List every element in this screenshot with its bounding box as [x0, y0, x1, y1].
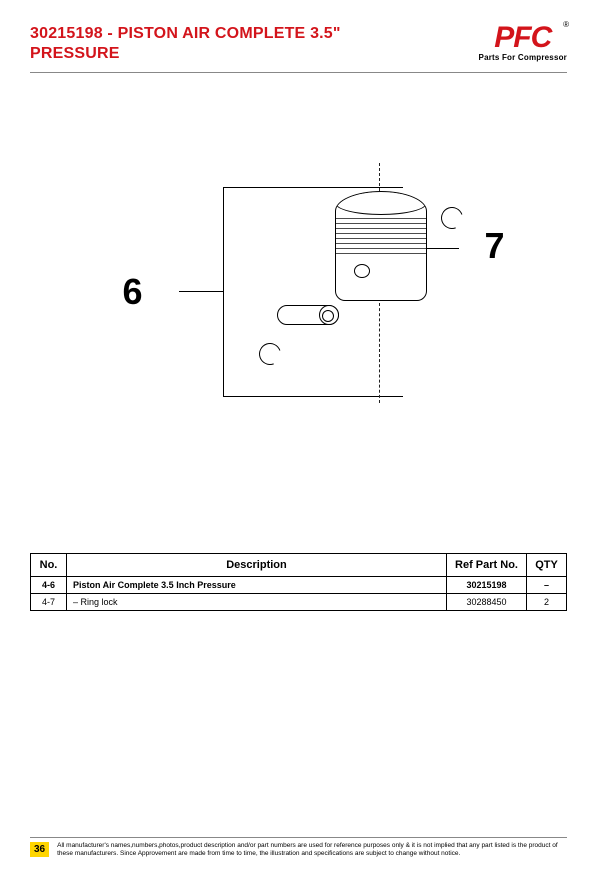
exploded-diagram: 6 7: [79, 163, 519, 423]
piston-ring-groove: [336, 223, 426, 224]
centerline-top: [379, 163, 380, 191]
table-row: 4-6Piston Air Complete 3.5 Inch Pressure…: [31, 577, 567, 594]
cell-qty: 2: [527, 594, 567, 611]
page-footer: 36 All manufacturer's names,numbers,phot…: [30, 837, 567, 858]
col-ref-part: Ref Part No.: [447, 554, 527, 577]
disclaimer-text: All manufacturer's names,numbers,photos,…: [57, 842, 567, 858]
piston-ring-groove: [336, 253, 426, 254]
cell-qty: –: [527, 577, 567, 594]
registered-mark: ®: [563, 20, 569, 29]
piston-drawing: [335, 191, 427, 301]
piston-ring-groove: [336, 248, 426, 249]
piston-crown: [335, 191, 427, 215]
col-qty: QTY: [527, 554, 567, 577]
cell-no: 4-7: [31, 594, 67, 611]
callout-6: 6: [123, 271, 143, 313]
col-no: No.: [31, 554, 67, 577]
col-description: Description: [67, 554, 447, 577]
pin-bore: [354, 264, 370, 278]
cell-desc: Piston Air Complete 3.5 Inch Pressure: [67, 577, 447, 594]
logo-text: PFC: [479, 24, 567, 51]
cell-desc: – Ring lock: [67, 594, 447, 611]
header-rule: [30, 72, 567, 73]
wrist-pin: [277, 305, 339, 325]
centerline-bottom: [379, 303, 380, 403]
cell-ref: 30215198: [447, 577, 527, 594]
cell-ref: 30288450: [447, 594, 527, 611]
brand-logo: ® PFC Parts For Compressor: [479, 24, 567, 62]
page-header: 30215198 - PISTON AIR COMPLETE 3.5" PRES…: [0, 0, 597, 72]
piston-ring-groove: [336, 218, 426, 219]
pin-end-inner: [322, 310, 334, 322]
page-number: 36: [30, 842, 49, 857]
snap-ring-2: [437, 203, 466, 232]
cell-no: 4-6: [31, 577, 67, 594]
piston-ring-groove: [336, 243, 426, 244]
piston-body: [335, 191, 427, 301]
leader-line-6: [179, 291, 223, 292]
piston-ring-groove: [336, 233, 426, 234]
piston-ring-groove: [336, 238, 426, 239]
parts-table-wrap: No. Description Ref Part No. QTY 4-6Pist…: [30, 553, 567, 611]
logo-tagline: Parts For Compressor: [479, 53, 567, 62]
callout-7: 7: [484, 225, 504, 267]
table-row: 4-7– Ring lock302884502: [31, 594, 567, 611]
table-header-row: No. Description Ref Part No. QTY: [31, 554, 567, 577]
parts-table: No. Description Ref Part No. QTY 4-6Pist…: [30, 553, 567, 611]
piston-ring-groove: [336, 228, 426, 229]
page-title: 30215198 - PISTON AIR COMPLETE 3.5" PRES…: [30, 24, 390, 64]
